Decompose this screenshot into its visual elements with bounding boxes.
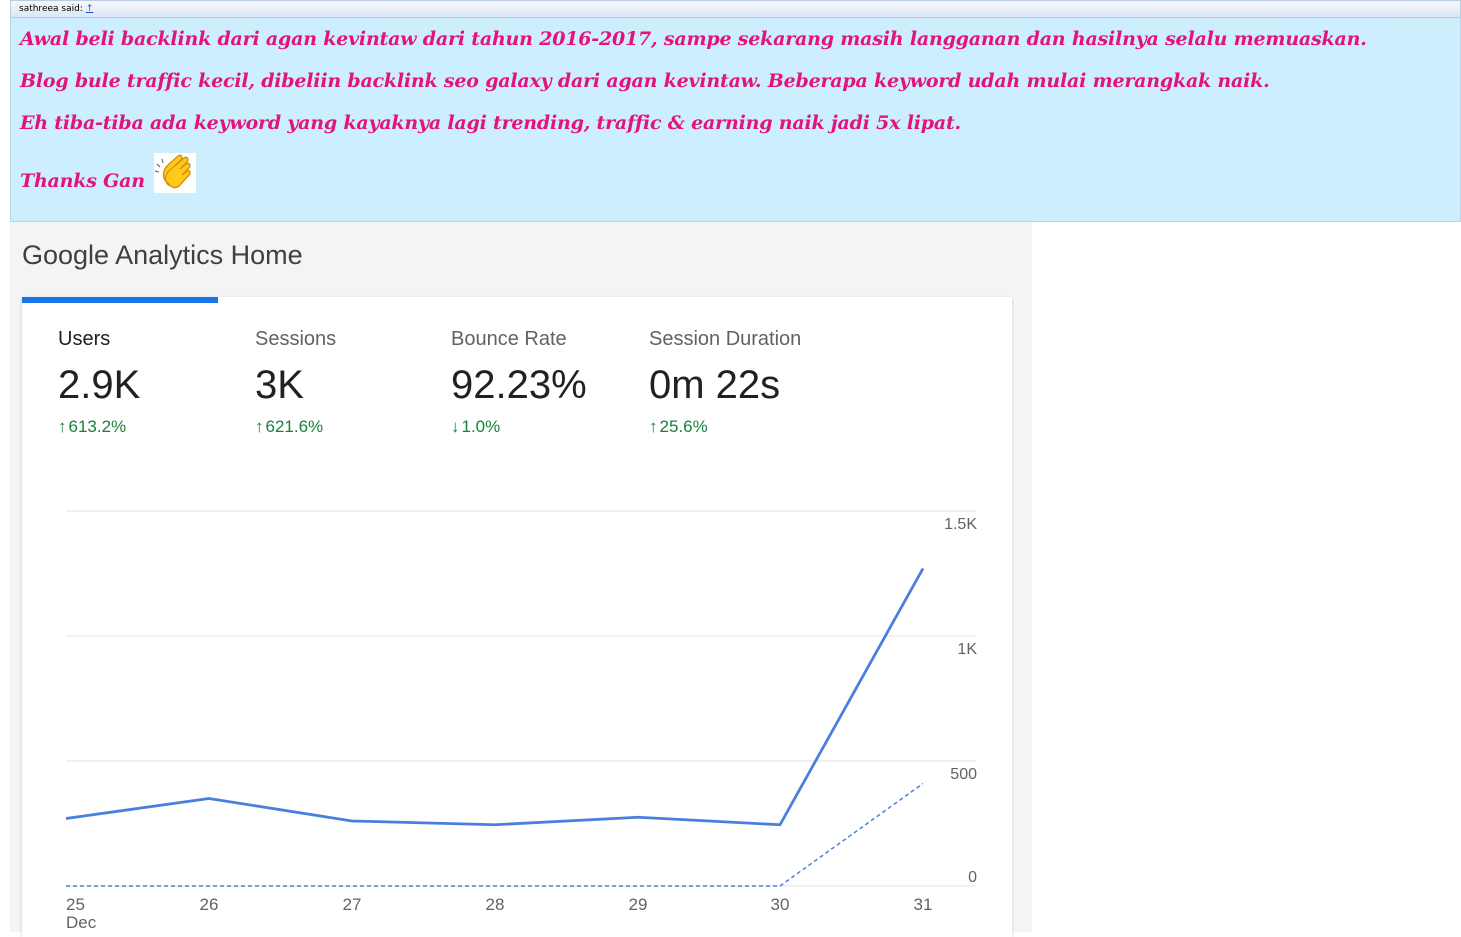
x-tick-label: 31 [914,895,933,914]
users-line-chart: 0 500 1K 1.5K 25 26 27 28 29 30 31 Dec [65,510,977,932]
x-tick-label: 26 [200,895,219,914]
metric-delta: ↑ 25.6% [649,417,801,437]
quote-author: sathreea said: [19,4,83,14]
arrow-up-icon: ↑ [58,417,67,436]
quote-line-3: Eh tiba-tiba ada keyword yang kayaknya l… [20,112,961,134]
page-title: Google Analytics Home [22,240,303,270]
metric-value: 0m 22s [649,363,781,407]
metric-label: Bounce Rate [451,328,567,350]
y-tick-label: 500 [950,766,977,783]
delta-value: 621.6% [265,417,324,436]
x-tick-label: 27 [343,895,362,914]
metrics-card [22,297,1012,937]
quote-jump-link[interactable]: ↑ [85,4,94,14]
metric-value: 3K [255,363,304,407]
x-tick-label: 28 [486,895,505,914]
x-tick-label: 29 [629,895,648,914]
tab-users[interactable]: Users 2.9K ↑ 613.2% [58,328,140,437]
quote-line-4: Thanks Gan [20,170,145,192]
arrow-down-icon: ↓ [451,417,460,436]
active-tab-indicator [22,297,218,303]
users-series-line [65,567,925,827]
x-tick-label: 25 [66,895,85,914]
clapping-hands-icon [154,153,196,193]
delta-value: 613.2% [68,417,127,436]
tab-bounce-rate[interactable]: Bounce Rate 92.23% ↓ 1.0% [451,328,587,437]
delta-value: 1.0% [461,417,501,436]
quote-line-2: Blog bule traffic kecil, dibeliin backli… [20,70,1270,92]
y-tick-label: 1K [957,641,977,658]
metric-label: Sessions [255,328,337,350]
metric-value: 92.23% [451,363,587,407]
metric-delta: ↑ 621.6% [255,417,336,437]
metric-delta: ↓ 1.0% [451,417,587,437]
metric-delta: ↑ 613.2% [58,417,140,437]
y-tick-label: 0 [968,869,977,886]
y-tick-label: 1.5K [944,516,977,533]
x-tick-sublabel: Dec [66,913,97,932]
arrow-up-icon: ↑ [255,417,264,436]
metric-label: Session Duration [649,328,802,350]
arrow-up-icon: ↑ [649,417,658,436]
metric-label: Users [58,328,111,350]
quote-line-1: Awal beli backlink dari agan kevintaw da… [20,28,1367,50]
delta-value: 25.6% [659,417,708,436]
comparison-series-line [66,782,924,887]
x-tick-label: 30 [771,895,790,914]
tab-sessions[interactable]: Sessions 3K ↑ 621.6% [255,328,336,437]
tab-session-duration[interactable]: Session Duration 0m 22s ↑ 25.6% [649,328,801,437]
quote-body: Awal beli backlink dari agan kevintaw da… [10,18,1461,222]
quote-header: sathreea said: ↑ [10,0,1461,18]
metric-value: 2.9K [58,363,141,407]
